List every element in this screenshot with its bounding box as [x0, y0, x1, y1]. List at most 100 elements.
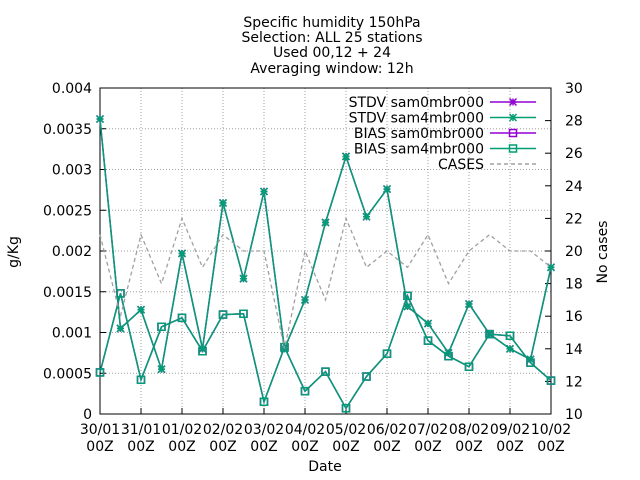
- legend-marker: [508, 144, 518, 153]
- x-tick-label: 00Z: [373, 439, 400, 455]
- data-point: [423, 336, 433, 345]
- data-point: [300, 386, 310, 396]
- y-tick-label: 0.003: [52, 163, 92, 179]
- data-point: [157, 322, 166, 332]
- y2-tick-label: 20: [565, 244, 583, 260]
- legend-entry: BIAS sam4mbr000: [354, 142, 536, 158]
- series-line: [99, 293, 552, 410]
- data-point: [239, 309, 248, 319]
- x-tick-label: 30/01: [80, 422, 120, 438]
- y-tick-label: 0.0035: [43, 122, 92, 138]
- chart-title: Specific humidity 150hPa Selection: ALL …: [241, 15, 422, 77]
- data-point: [546, 376, 556, 385]
- legend-label: BIAS sam4mbr000: [354, 142, 484, 158]
- title-line-1: Specific humidity 150hPa: [243, 15, 420, 31]
- data-point: [177, 313, 187, 323]
- x-tick-label: 04/02: [285, 422, 325, 438]
- data-point: [259, 397, 269, 407]
- y2-tick-label: 22: [565, 211, 583, 227]
- data-point: [177, 249, 187, 258]
- data-point: [505, 344, 515, 353]
- y2-tick-label: 26: [565, 146, 583, 162]
- x-tick-label: 00Z: [414, 439, 441, 455]
- data-point: [198, 346, 207, 356]
- x-tick-label: 07/02: [408, 422, 448, 438]
- data-point: [157, 365, 166, 374]
- y-tick-label: 0.001: [52, 326, 92, 342]
- x-tick-label: 06/02: [367, 422, 407, 438]
- data-point: [321, 367, 330, 376]
- x-tick-label: 00Z: [537, 439, 564, 455]
- data-point: [444, 351, 453, 361]
- y2-axis-label: No cases: [595, 221, 611, 284]
- y-axis-label: g/Kg: [6, 236, 22, 268]
- y2-tick-label: 30: [565, 81, 583, 97]
- x-tick-label: 00Z: [291, 439, 318, 455]
- legend-label: STDV sam0mbr000: [349, 95, 484, 111]
- plot-frame: [99, 87, 552, 415]
- x-tick-label: 00Z: [332, 439, 359, 455]
- y-tick-label: 0.002: [52, 244, 92, 260]
- x-tick-label: 00Z: [127, 439, 154, 455]
- data-point: [362, 372, 371, 381]
- x-axis-label: Date: [308, 459, 341, 475]
- y-tick-label: 0.0015: [43, 285, 92, 301]
- data-point: [403, 291, 412, 301]
- data-point: [505, 331, 515, 341]
- legend-label: CASES: [438, 157, 484, 173]
- y2-tick-label: 10: [565, 407, 583, 423]
- data-point: [464, 362, 474, 371]
- legend-marker: [508, 113, 518, 122]
- data-point: [485, 329, 494, 339]
- series-line: [99, 293, 552, 410]
- data-point: [218, 310, 228, 319]
- data-point: [218, 198, 228, 207]
- data-point: [95, 114, 105, 124]
- y-tick-label: 0.0005: [43, 366, 92, 382]
- y-tick-label: 0.0025: [43, 203, 92, 219]
- data-point: [239, 274, 248, 283]
- data-point: [382, 185, 392, 194]
- x-tick-label: 08/02: [449, 422, 489, 438]
- x-tick-label: 00Z: [209, 439, 236, 455]
- x-tick-label: 00Z: [86, 439, 113, 455]
- x-tick-label: 31/01: [121, 422, 161, 438]
- y2-tick-label: 16: [565, 309, 583, 325]
- legend-marker: [508, 128, 518, 138]
- axes: [99, 87, 552, 415]
- legend-label: BIAS sam0mbr000: [354, 126, 484, 142]
- series-stdv-sam4mbr000: [95, 114, 556, 374]
- data-point: [136, 375, 146, 385]
- data-point: [321, 218, 330, 227]
- x-tick-label: 01/02: [162, 422, 202, 438]
- series-bias-sam4mbr000: [95, 289, 556, 413]
- title-line-3: Used 00,12 + 24: [273, 45, 391, 61]
- title-line-4: Averaging window: 12h: [250, 61, 413, 77]
- data-point: [362, 212, 371, 221]
- title-line-2: Selection: ALL 25 stations: [241, 30, 422, 46]
- data-point: [95, 368, 105, 377]
- x-tick-label: 03/02: [244, 422, 284, 438]
- series-line: [99, 216, 552, 349]
- x-tick-label: 10/02: [531, 422, 571, 438]
- y2-tick-label: 14: [565, 342, 583, 358]
- data-point: [280, 342, 289, 352]
- legend-entry: BIAS sam0mbr000: [354, 126, 536, 142]
- y2-tick-label: 18: [565, 277, 583, 293]
- legend-marker: [508, 97, 518, 107]
- y-tick-label: 0.004: [52, 81, 92, 97]
- data-point: [116, 324, 125, 333]
- y2-tick-label: 24: [565, 179, 583, 195]
- legend-label: STDV sam4mbr000: [349, 111, 484, 127]
- x-tick-label: 00Z: [168, 439, 195, 455]
- y2-tick-label: 28: [565, 114, 583, 130]
- data-point: [259, 187, 269, 196]
- y2-tick-label: 12: [565, 374, 583, 390]
- data-point: [116, 289, 125, 298]
- data-point: [382, 349, 392, 358]
- data-point: [423, 319, 433, 328]
- data-point: [464, 299, 474, 309]
- legend-entry: STDV sam4mbr000: [349, 111, 536, 127]
